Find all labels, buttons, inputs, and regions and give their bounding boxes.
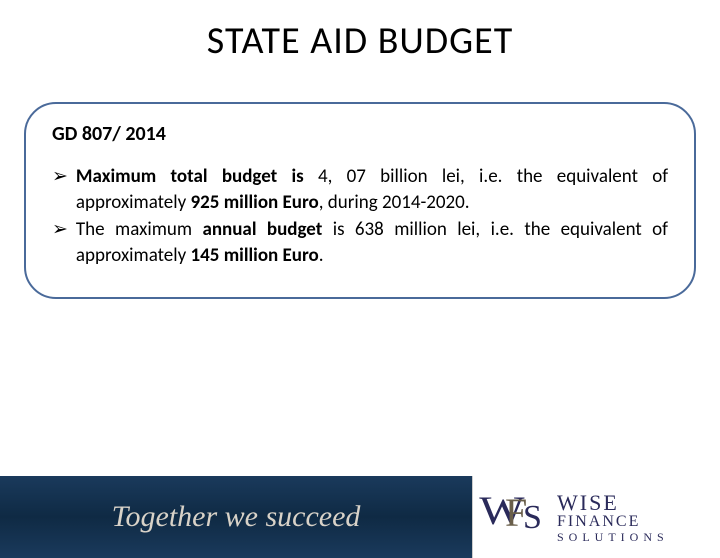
tagline: Together we succeed xyxy=(112,500,361,534)
chevron-icon: ➢ xyxy=(52,217,68,243)
bullet-text: Maximum total budget is 4, 07 billion le… xyxy=(76,164,668,215)
wfs-monogram-icon: W F S xyxy=(483,487,547,547)
logo-line-1: WISE xyxy=(557,491,669,514)
logo-text: WISE FINANCE SOLUTIONS xyxy=(557,491,669,543)
box-heading: GD 807/ 2014 xyxy=(52,122,668,146)
logo-line-2: FINANCE xyxy=(557,514,669,531)
bullet-text: The maximum annual budget is 638 million… xyxy=(76,217,668,268)
chevron-icon: ➢ xyxy=(52,164,68,190)
logo-line-3: SOLUTIONS xyxy=(557,531,669,544)
bullet-item: ➢ Maximum total budget is 4, 07 billion … xyxy=(52,164,668,215)
footer-banner: Together we succeed xyxy=(0,476,472,558)
page-title: STATE AID BUDGET xyxy=(0,18,720,64)
footer: Together we succeed W F S WISE FINANCE S… xyxy=(0,476,720,558)
budget-box: GD 807/ 2014 ➢ Maximum total budget is 4… xyxy=(24,102,696,299)
footer-logo-area: W F S WISE FINANCE SOLUTIONS xyxy=(472,476,720,558)
bullet-item: ➢ The maximum annual budget is 638 milli… xyxy=(52,217,668,268)
